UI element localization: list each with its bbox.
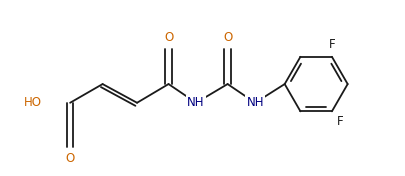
Text: F: F [328,38,335,51]
Text: O: O [223,31,232,44]
Text: O: O [164,31,173,44]
Text: O: O [66,152,75,165]
Text: NH: NH [188,96,205,109]
Text: NH: NH [246,96,264,109]
Text: F: F [337,115,343,128]
Text: HO: HO [24,96,42,109]
